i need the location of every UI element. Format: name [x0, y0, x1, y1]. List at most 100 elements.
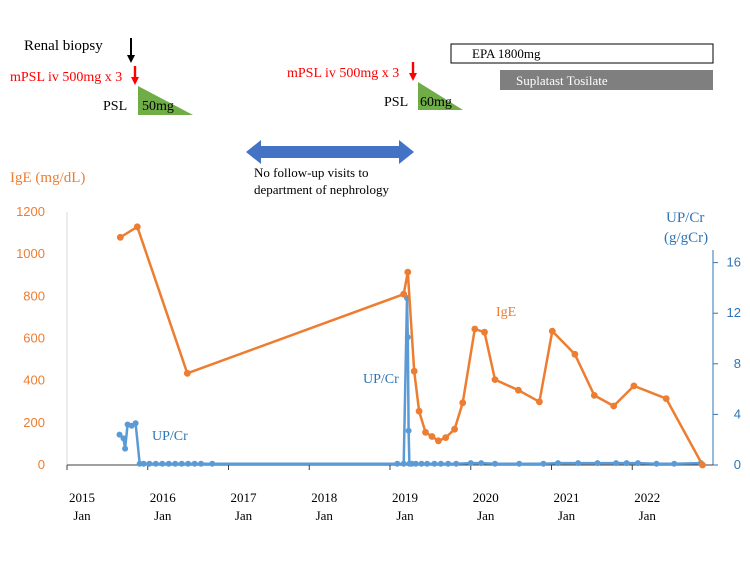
x-tick-month-label: Jan	[639, 508, 657, 523]
upcr-point	[152, 460, 159, 467]
x-tick-month-label: Jan	[154, 508, 172, 523]
no-followup-line2: department of nephrology	[254, 182, 390, 197]
upcr-point	[653, 460, 660, 467]
upcr-point	[613, 460, 620, 467]
ige-point	[422, 428, 429, 436]
ige-point	[459, 399, 467, 407]
ige-point	[410, 367, 418, 375]
ige-point	[442, 434, 450, 441]
upcr-point	[516, 460, 523, 467]
upcr-point	[140, 460, 147, 467]
y-left-tick-label: 800	[23, 288, 45, 303]
renal-biopsy-arrow-head	[127, 55, 135, 63]
series-ige	[116, 223, 706, 469]
chart-axes	[66, 212, 714, 466]
upcr-point	[634, 460, 641, 467]
upcr-point	[394, 460, 401, 467]
x-tick-year-label: 2019	[392, 490, 418, 505]
x-axis-ticks: 2015 Jan 2016 Jan 2017 Jan 2018 Jan 2019 Jan 2020 J…	[66, 465, 660, 523]
upcr-point	[467, 460, 474, 467]
mpsl-pulse-2-arrow-head	[409, 73, 417, 81]
ige-point	[610, 402, 618, 410]
ige-point	[471, 325, 479, 333]
upcr-point	[400, 460, 407, 467]
y-left-tick-label: 1000	[16, 246, 45, 261]
upcr-inline-label-1: UP/Cr	[152, 429, 188, 444]
upcr-point	[120, 435, 127, 442]
upcr-point	[575, 460, 582, 467]
upcr-point	[209, 460, 216, 467]
y-right-tick-label: 16	[727, 255, 741, 270]
upcr-point	[165, 460, 172, 467]
x-tick-month-label: Jan	[396, 508, 414, 523]
upcr-point	[191, 460, 198, 467]
y-left-ticks: 0 200 400 600 800 1000 1200	[16, 204, 45, 472]
ige-point	[536, 398, 543, 406]
ige-point	[116, 233, 124, 241]
y-right-tick-label: 12	[727, 305, 741, 320]
x-tick-month-label: Jan	[558, 508, 576, 523]
psl-2-prefix: PSL	[384, 95, 408, 110]
x-tick-year-label: 2015	[69, 490, 95, 505]
ige-point	[491, 376, 499, 383]
upcr-point	[185, 460, 192, 467]
epa-label: EPA 1800mg	[472, 46, 541, 61]
ige-point	[699, 461, 706, 469]
y-right-axis-title-line1: UP/Cr	[666, 210, 704, 226]
upcr-point	[424, 460, 431, 467]
x-tick-month-label: Jan	[316, 508, 334, 523]
upcr-point	[159, 460, 166, 467]
upcr-point	[418, 460, 425, 467]
ige-point	[133, 223, 141, 231]
x-tick-month-label: Jan	[477, 508, 495, 523]
upcr-inline-label-2: UP/Cr	[363, 372, 399, 387]
ige-point	[435, 437, 442, 445]
y-left-axis-title: IgE (mg/dL)	[10, 170, 85, 186]
suplatast-bar	[500, 70, 713, 90]
upcr-point	[453, 460, 460, 467]
x-tick-month-label: Jan	[235, 508, 253, 523]
no-followup-line1: No follow-up visits to	[254, 165, 368, 180]
upcr-point	[492, 460, 498, 467]
upcr-point	[437, 460, 444, 467]
x-tick-month-label: Jan	[73, 508, 91, 523]
no-followup-double-arrow	[246, 140, 414, 164]
y-right-tick-label: 0	[734, 457, 741, 472]
ige-point	[415, 407, 423, 415]
ige-point	[590, 392, 598, 399]
upcr-point	[671, 460, 678, 467]
ige-point	[481, 328, 488, 336]
ige-point	[404, 268, 412, 276]
upcr-point	[132, 420, 139, 427]
y-left-tick-label: 200	[23, 415, 45, 430]
mpsl-pulse-2-label: mPSL iv 500mg x 3	[287, 66, 399, 81]
psl-1-dose: 50mg	[142, 99, 174, 114]
x-tick-year-label: 2022	[634, 490, 660, 505]
upcr-point	[172, 460, 179, 467]
upcr-point	[431, 460, 438, 467]
y-right-ticks: 0 4 8 12 16	[713, 255, 741, 472]
upcr-point	[405, 427, 412, 434]
ige-point	[183, 369, 191, 377]
treatment-annotations: Renal biopsy mPSL iv 500mg x 3 PSL 50mg …	[10, 38, 714, 197]
ige-point	[571, 350, 579, 358]
upcr-point	[478, 460, 485, 467]
epa-bar	[450, 43, 714, 64]
y-right-axis-title-line2: (g/gCr)	[664, 230, 708, 246]
suplatast-label: Suplatast Tosilate	[516, 73, 608, 88]
x-tick-year-label: 2021	[554, 490, 580, 505]
upcr-point	[412, 460, 419, 467]
series-upcr	[116, 295, 704, 467]
x-tick-year-label: 2016	[150, 490, 177, 505]
psl-1-taper-triangle	[138, 86, 193, 115]
upcr-point	[623, 460, 630, 467]
mpsl-pulse-1-label: mPSL iv 500mg x 3	[10, 70, 122, 85]
upcr-point	[594, 460, 601, 467]
x-tick-year-label: 2017	[231, 490, 258, 505]
ige-point	[428, 433, 436, 440]
y-left-tick-label: 600	[23, 331, 45, 346]
ige-inline-label: IgE	[496, 305, 516, 320]
mpsl-pulse-1-arrow-head	[131, 77, 139, 85]
x-tick-year-label: 2020	[473, 490, 499, 505]
upcr-point	[404, 334, 411, 341]
